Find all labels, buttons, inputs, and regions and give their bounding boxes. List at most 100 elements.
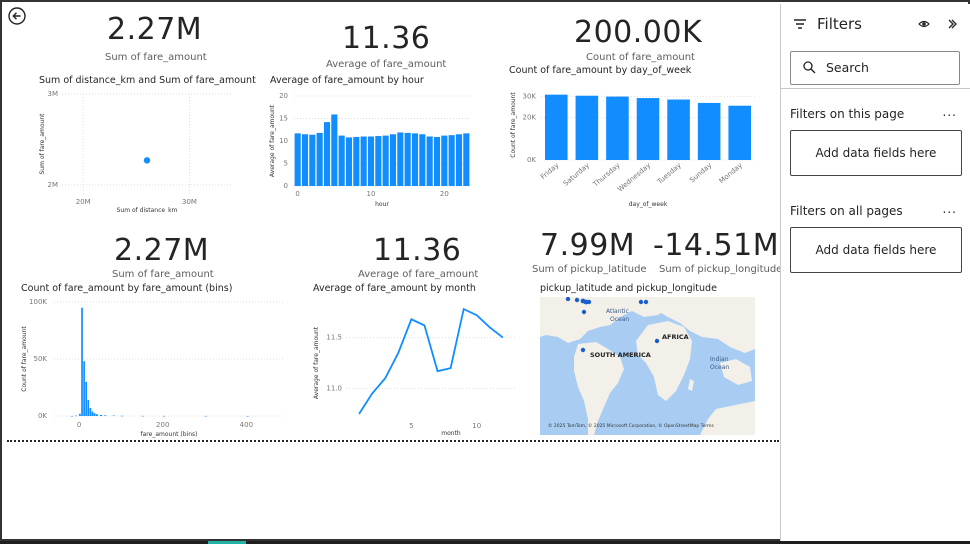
map-label-indian-ocean: Ocean: [710, 364, 730, 371]
map-point: [580, 347, 586, 353]
month-chart-title: Average of fare_amount by month: [313, 283, 476, 294]
map-label-ocean: Ocean: [610, 316, 630, 323]
x-tick-label: 20: [440, 190, 449, 198]
bar: [411, 133, 419, 186]
bar: [426, 136, 433, 186]
x-axis-title: Sum of distance_km: [117, 207, 178, 212]
kpi-sum-fare-value-2: 2.27M: [114, 233, 210, 268]
bar: [448, 135, 455, 186]
map-point: [574, 297, 580, 303]
page-tab-indicator: [208, 541, 246, 544]
filters-on-page-heading: Filters on this page: [790, 107, 905, 121]
bar: [353, 136, 360, 186]
bar: [338, 135, 345, 186]
y-tick-label: 2M: [48, 181, 59, 189]
kpi-count-fare-label: Count of fare_amount: [586, 52, 695, 63]
collapse-pane-icon[interactable]: [947, 19, 957, 29]
kpi-sum-lon-label: Sum of pickup_longitude: [659, 264, 783, 275]
bins-chart-title: Count of fare_amount by fare_amount (bin…: [21, 283, 233, 294]
bar: [93, 413, 96, 416]
series-line: [358, 307, 504, 415]
x-tick-label: Friday: [539, 161, 560, 181]
dow-chart-title: Count of fare_amount by day_of_week: [509, 65, 692, 76]
kpi-avg-fare-value: 11.36: [342, 21, 431, 56]
scatter-chart[interactable]: 3M 2M 20M 30M Sum of distance_km Sum of fare_…: [32, 88, 247, 212]
filters-pane: Filters Search Filters on this page ... …: [780, 4, 970, 541]
kpi-avg-fare-value-2: 11.36: [373, 233, 462, 268]
bar: [89, 408, 92, 416]
x-tick-label: 5: [409, 422, 413, 430]
bar: [463, 133, 470, 186]
page-boundary-line: [7, 440, 779, 442]
bar: [100, 414, 103, 416]
kpi-sum-lat-value: 7.99M: [540, 228, 636, 263]
map-point: [638, 299, 644, 305]
map-points: [565, 297, 660, 353]
more-options-page-button[interactable]: ...: [942, 105, 957, 119]
back-button[interactable]: [8, 7, 26, 25]
search-icon: [803, 61, 816, 74]
bar: [441, 135, 448, 186]
kpi-avg-fare-label-2: Average of fare_amount: [358, 269, 479, 280]
kpi-avg-fare-label: Average of fare_amount: [326, 59, 447, 70]
bar: [294, 133, 301, 186]
x-tick-label: 20M: [76, 198, 91, 206]
x-tick-label: Wednesday: [616, 161, 652, 193]
bar: [575, 95, 599, 160]
x-tick-label: Monday: [718, 161, 744, 185]
arrow-left-circle-icon: [8, 7, 26, 25]
filters-title: Filters: [817, 15, 862, 33]
y-tick-label: 3M: [48, 90, 59, 98]
x-tick-label: 400: [240, 421, 253, 429]
bar: [79, 413, 81, 416]
bar: [375, 136, 382, 186]
bar: [81, 307, 83, 416]
add-data-fields-all-pages[interactable]: Add data fields here: [790, 227, 962, 273]
bar: [397, 132, 404, 186]
hour-bar-chart[interactable]: 20 15 10 5 00 10 20 hour Average of fare_amount: [264, 88, 476, 212]
bar: [246, 415, 249, 417]
y-tick-label: 0K: [38, 412, 47, 420]
y-tick-label: 15: [279, 115, 288, 123]
map-point: [565, 297, 571, 302]
x-tick-label: 10: [367, 190, 376, 198]
kpi-sum-fare-label-2: Sum of fare_amount: [112, 269, 214, 280]
more-options-all-pages-button[interactable]: ...: [942, 202, 957, 216]
y-tick-label: 20K: [523, 114, 537, 122]
map-label-africa: AFRICA: [662, 333, 689, 341]
bar: [309, 134, 316, 186]
x-tick-label: 200: [156, 421, 169, 429]
scatter-point: [143, 157, 151, 164]
y-axis-title: Count of fare_amount: [510, 92, 517, 158]
x-tick-label: 10: [472, 422, 481, 430]
bar: [104, 415, 107, 416]
bar: [120, 415, 124, 417]
add-data-fields-page[interactable]: Add data fields here: [790, 130, 962, 176]
filters-divider: [781, 88, 970, 89]
bar: [74, 415, 78, 417]
bins-histogram[interactable]: 100K 50K 0K 0 200 400 fare_amount (bins) Count …: [16, 294, 288, 440]
bar: [323, 122, 331, 186]
eye-icon[interactable]: [918, 19, 930, 29]
kpi-sum-fare-label: Sum of fare_amount: [105, 52, 207, 63]
month-line-chart[interactable]: 11.5 11.0 5 10 month Average of fare_amount: [308, 294, 522, 440]
bar: [112, 415, 115, 417]
y-tick-label: 0K: [527, 156, 536, 164]
y-axis-title: Sum of fare_amount: [39, 113, 46, 175]
x-tick-label: 30M: [182, 198, 197, 206]
y-tick-label: 10: [279, 137, 288, 145]
bar: [404, 132, 411, 186]
bar: [87, 400, 90, 416]
pickup-map[interactable]: Atlantic Ocean AFRICA SOUTH AMERICA Indi…: [540, 297, 755, 435]
kpi-sum-lat-label: Sum of pickup_latitude: [532, 264, 647, 275]
filters-all-pages-heading: Filters on all pages: [790, 204, 903, 218]
map-land-shapes: [540, 297, 755, 435]
bar: [162, 415, 165, 417]
bar: [697, 102, 721, 160]
x-tick-label: Thursday: [591, 161, 622, 189]
y-axis-title: Average of fare_amount: [313, 326, 320, 399]
filters-search-box[interactable]: Search: [790, 51, 960, 85]
x-tick-label: Sunday: [688, 161, 713, 184]
bar: [204, 415, 207, 417]
